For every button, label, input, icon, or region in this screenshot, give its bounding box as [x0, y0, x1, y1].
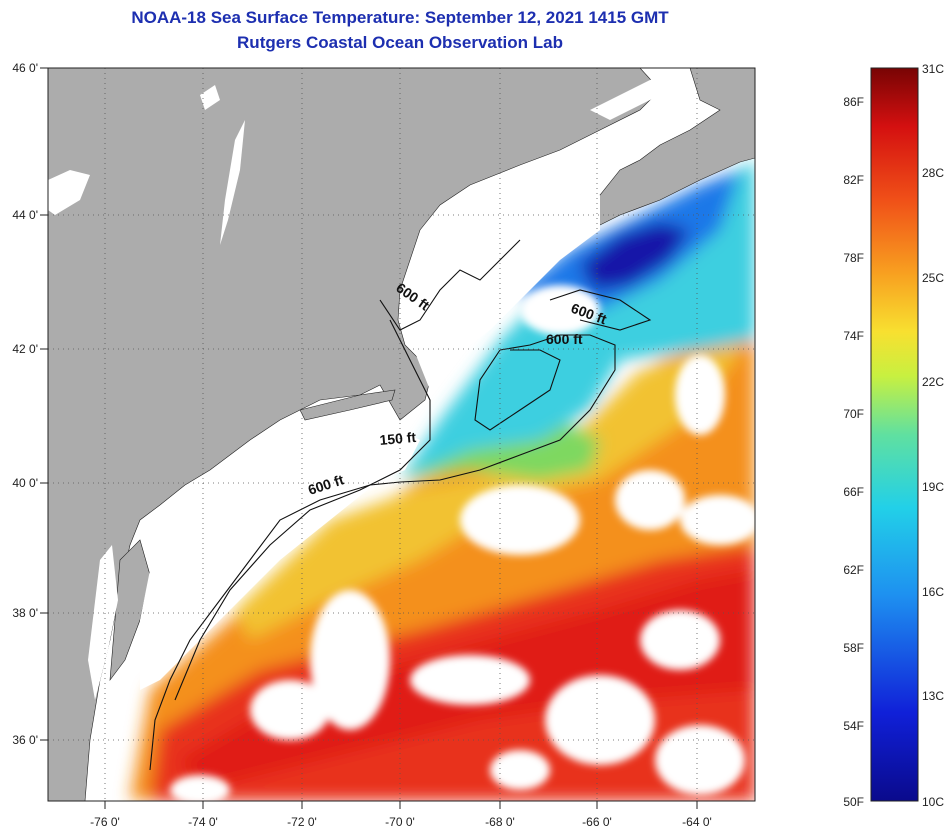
- land-long-island: [299, 389, 396, 421]
- latitude-labels: 46 0' 44 0' 42 0' 40 0' 38 0' 36 0': [12, 61, 38, 747]
- lake: [200, 85, 220, 110]
- cloud-patch: [170, 775, 230, 801]
- lake-champlain: [220, 120, 245, 245]
- cloud-patch: [615, 470, 685, 530]
- lat-label: 40 0': [12, 476, 38, 490]
- contour-label: 150 ft: [379, 429, 417, 448]
- gulf-of-maine-nodata: [400, 195, 600, 390]
- longitude-labels: -76 0' -74 0' -72 0' -70 0' -68 0' -66 0…: [90, 815, 712, 829]
- map-subtitle: Rutgers Coastal Ocean Observation Lab: [237, 33, 563, 52]
- contour-150ft: [174, 319, 431, 701]
- lon-label: -70 0': [385, 815, 415, 829]
- cloud-patch: [310, 590, 390, 730]
- depth-contours: [149, 239, 652, 771]
- sst-deep-blue: [580, 222, 690, 290]
- map-frame: [47, 67, 756, 802]
- map-title: NOAA-18 Sea Surface Temperature: Septemb…: [131, 8, 669, 27]
- bay-of-fundy-area: [590, 68, 690, 120]
- lat-label: 36 0': [12, 733, 38, 747]
- lon-label: -74 0': [188, 815, 218, 829]
- map-plot-area: 600 ft 600 ft 600 ft 150 ft 600 ft: [48, 68, 755, 801]
- lake-ontario: [48, 170, 90, 215]
- lon-label: -72 0': [287, 815, 317, 829]
- cloud-cover: [170, 285, 755, 801]
- contour-600ft-gulf: [474, 289, 652, 431]
- cloud-patch: [680, 495, 755, 545]
- lon-label: -76 0': [90, 815, 120, 829]
- axis-ticks: [40, 67, 698, 809]
- cloud-patch: [675, 355, 725, 435]
- cloud-patch: [655, 725, 745, 795]
- cloud-patch: [520, 285, 600, 335]
- sst-green-front: [400, 420, 600, 480]
- contour-label: 600 ft: [546, 331, 583, 347]
- cloud-patch: [490, 750, 550, 790]
- contour-maine: [379, 239, 521, 331]
- chesapeake-bay: [88, 545, 118, 700]
- cloud-patch: [460, 485, 580, 555]
- cloud-patch: [545, 675, 655, 765]
- contour-600ft-shelfbreak: [149, 334, 616, 771]
- graticule: [48, 68, 755, 801]
- lat-label: 44 0': [12, 208, 38, 222]
- inland-water: [48, 68, 690, 700]
- lon-label: -66 0': [582, 815, 612, 829]
- lat-label: 46 0': [12, 61, 38, 75]
- cloud-patch: [410, 655, 530, 705]
- lat-label: 42 0': [12, 342, 38, 356]
- land-nova-scotia: [579, 68, 755, 231]
- cloud-patch: [640, 610, 720, 670]
- lon-label: -68 0': [485, 815, 515, 829]
- lat-label: 38 0': [12, 606, 38, 620]
- cloud-patch: [250, 680, 330, 740]
- lon-label: -64 0': [682, 815, 712, 829]
